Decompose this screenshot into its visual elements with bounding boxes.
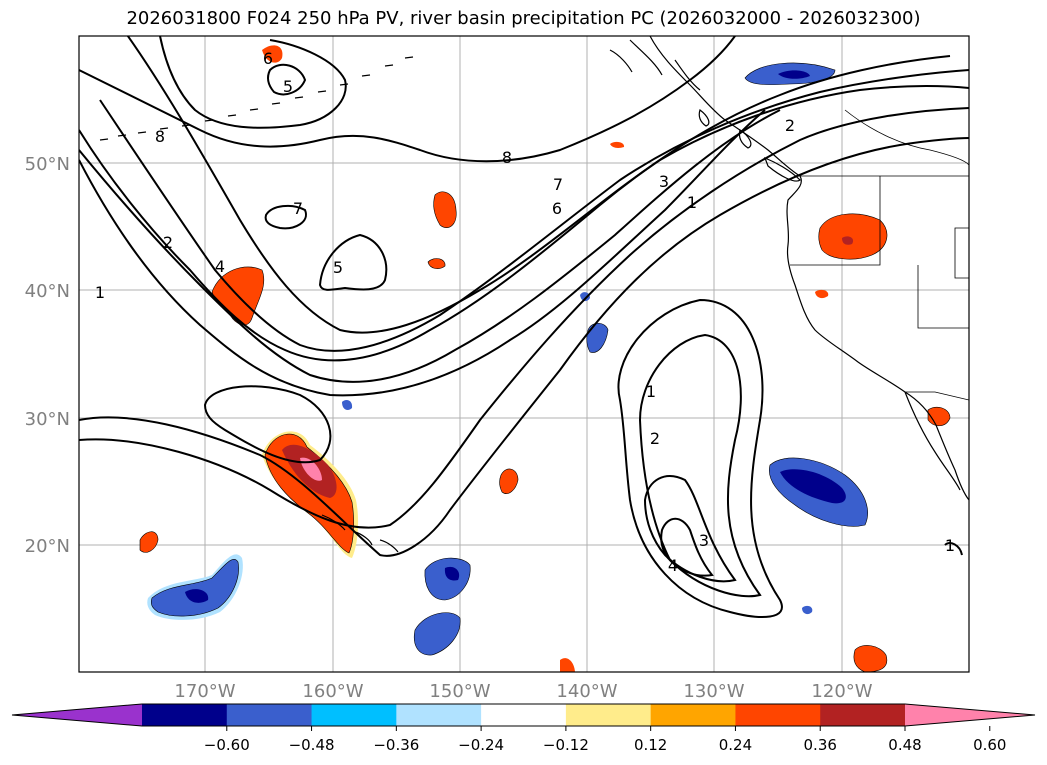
contour-label: 4 [668, 556, 678, 575]
lat-label: 50°N [25, 154, 70, 175]
colorbar-segment [735, 704, 821, 726]
colorbar-extend-min [12, 704, 142, 726]
colorbar-tick-label: 0.48 [888, 736, 921, 754]
contour-label: 7 [553, 175, 563, 194]
lat-label: 30°N [25, 409, 70, 430]
longitude-labels: 170°W 160°W 150°W 140°W 130°W 120°W [174, 681, 872, 702]
lon-label: 120°W [811, 681, 872, 702]
contour-label: 1 [95, 283, 105, 302]
colorbar-segment [820, 704, 906, 726]
precip-negative-regions [147, 62, 868, 656]
colorbar-tick-label: 0.24 [719, 736, 752, 754]
colorbar-segment [396, 704, 482, 726]
lon-label: 140°W [556, 681, 617, 702]
latitude-labels: 50°N 40°N 30°N 20°N [25, 154, 70, 557]
colorbar-outline [11, 703, 1036, 727]
contour-label: 4 [215, 257, 225, 276]
map-frame [78, 35, 970, 673]
contour-label: 1 [646, 382, 656, 401]
contour-label: 5 [333, 258, 343, 277]
lat-label: 20°N [25, 536, 70, 557]
colorbar-segment [142, 704, 228, 726]
lon-label: 130°W [683, 681, 744, 702]
graticule [79, 36, 969, 672]
colorbar-segment [311, 704, 397, 726]
pv-contour-labels: 6 5 8 7 7 6 5 4 3 2 2 1 1 1 2 3 4 1 8 [95, 49, 955, 575]
colorbar-tick-label: 0.60 [973, 736, 1006, 754]
colorbar-segment [481, 704, 567, 726]
contour-label: 1 [687, 193, 697, 212]
contour-label: 3 [659, 172, 669, 191]
colorbar-segment [650, 704, 736, 726]
lon-label: 160°W [302, 681, 363, 702]
lon-label: 170°W [174, 681, 235, 702]
colorbar-tick-label: −0.12 [543, 736, 589, 754]
contour-label: 3 [699, 531, 709, 550]
contour-label: 6 [552, 199, 562, 218]
lat-label: 40°N [25, 281, 70, 302]
colorbar-segment [226, 704, 313, 726]
contour-label: 1 [945, 536, 955, 555]
contour-label: 2 [163, 233, 173, 252]
contour-label: 7 [293, 199, 303, 218]
colorbar-segment [565, 704, 652, 726]
contour-label: 8 [155, 127, 165, 146]
pv-contours [79, 36, 969, 618]
colorbar-tick-label: −0.48 [289, 736, 335, 754]
colorbar-extend-max [905, 704, 1035, 726]
colorbar: −0.60 −0.48 −0.36 −0.24 −0.12 0.12 0.24 0.36 0.4… [11, 703, 1036, 754]
colorbar-tick-label: −0.60 [204, 736, 250, 754]
contour-label: 5 [283, 77, 293, 96]
colorbar-tick-label: −0.36 [373, 736, 419, 754]
colorbar-tick-label: −0.24 [458, 736, 504, 754]
contour-label: 2 [650, 429, 660, 448]
colorbar-tick-label: 0.12 [634, 736, 667, 754]
contour-label: 6 [263, 49, 273, 68]
contour-label: 8 [502, 148, 512, 167]
lon-label: 150°W [429, 681, 490, 702]
map-title: 2026031800 F024 250 hPa PV, river basin … [126, 8, 921, 29]
contour-label: 2 [785, 116, 795, 135]
political-borders [790, 109, 969, 401]
colorbar-tick-label: 0.36 [804, 736, 837, 754]
